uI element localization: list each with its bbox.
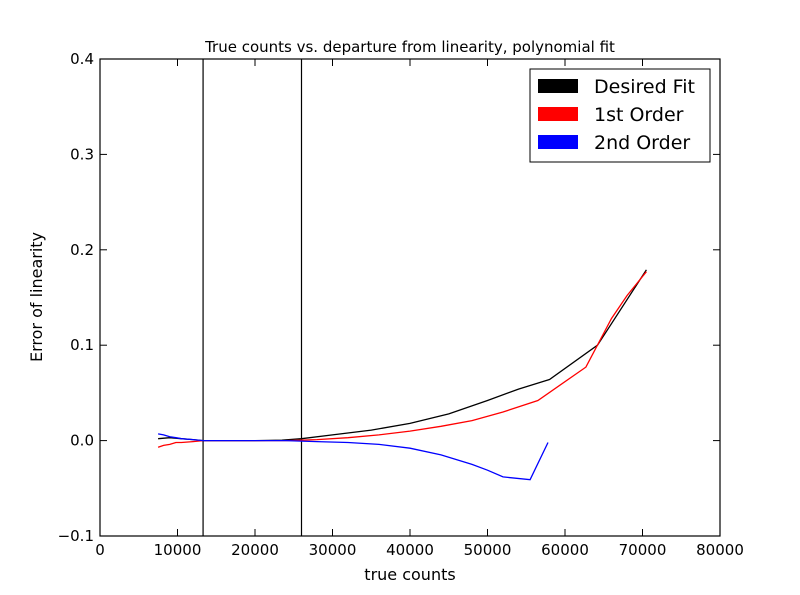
y-tick-label: 0.4	[70, 50, 94, 68]
plot-area	[157, 59, 647, 536]
x-tick-label: 40000	[386, 541, 434, 559]
axis-ticks: 0 10000 20000 30000 40000 50000 60000 70000 8000…	[58, 50, 744, 559]
x-tick-label: 80000	[696, 541, 744, 559]
y-tick-label: 0.0	[70, 432, 94, 450]
y-tick-label: 0.3	[70, 145, 94, 163]
chart-title: True counts vs. departure from linearity…	[204, 38, 615, 56]
x-tick-label: 70000	[619, 541, 667, 559]
y-tick-label: 0.1	[70, 336, 94, 354]
series-line-1	[158, 269, 647, 442]
legend-swatch-2	[538, 107, 578, 121]
legend-label-3: 2nd Order	[594, 132, 690, 154]
legend-label-1: Desired Fit	[594, 76, 695, 98]
series-line-3	[157, 433, 549, 481]
y-axis-label: Error of linearity	[27, 232, 46, 362]
legend-label-2: 1st Order	[594, 104, 684, 126]
legend-swatch-1	[538, 79, 578, 93]
y-tick-label: 0.2	[70, 241, 94, 259]
x-tick-label: 60000	[541, 541, 589, 559]
x-tick-label: 20000	[231, 541, 279, 559]
series-line-2	[157, 271, 647, 448]
x-tick-label: 30000	[309, 541, 357, 559]
x-tick-label: 50000	[464, 541, 512, 559]
legend: Desired Fit 1st Order 2nd Order	[529, 68, 711, 163]
legend-swatch-3	[538, 135, 578, 149]
y-tick-label: −0.1	[58, 527, 94, 545]
x-axis-label: true counts	[364, 565, 455, 584]
x-tick-label: 10000	[154, 541, 202, 559]
x-tick-label: 0	[95, 541, 105, 559]
